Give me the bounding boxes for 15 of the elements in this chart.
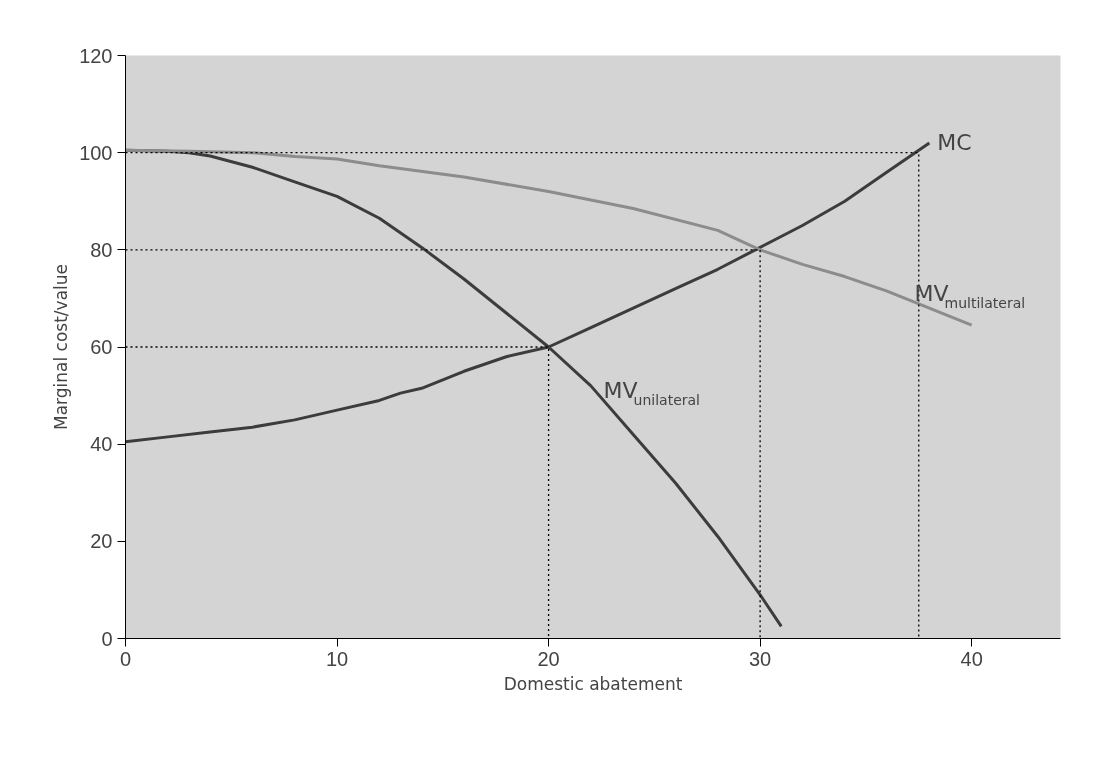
x-tick-label: 0 xyxy=(119,647,132,670)
y-tick-label: 100 xyxy=(79,141,113,164)
y-tick-label: 40 xyxy=(90,433,113,456)
x-tick-label: 20 xyxy=(537,647,560,670)
annotation: MC xyxy=(937,130,972,156)
x-tick-label: 30 xyxy=(748,647,772,670)
x-tick-label: 40 xyxy=(960,647,983,670)
y-tick-label: 60 xyxy=(90,336,113,358)
y-tick-label: 120 xyxy=(79,44,113,67)
y-tick-label: 80 xyxy=(90,238,113,261)
x-tick-label: 10 xyxy=(325,647,349,670)
y-tick-label: 20 xyxy=(90,530,113,553)
y-axis-title: Marginal cost/value xyxy=(51,263,72,431)
y-tick-label: 0 xyxy=(101,627,113,650)
x-axis-title: Domestic abatement xyxy=(503,673,683,694)
